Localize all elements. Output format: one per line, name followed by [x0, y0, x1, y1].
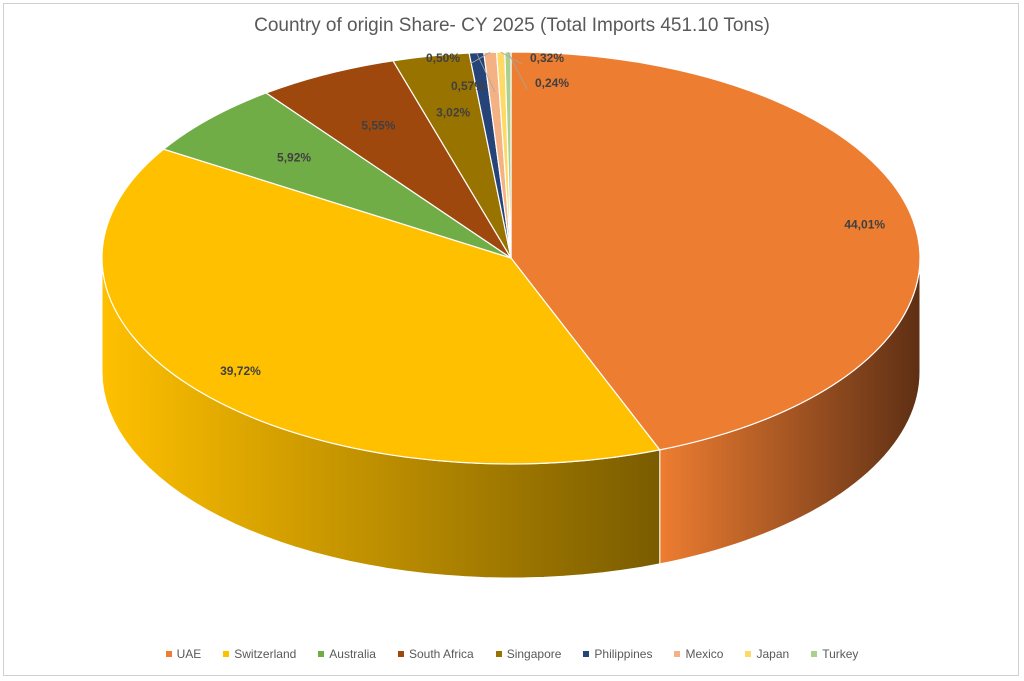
legend-item-philippines: Philippines — [583, 647, 652, 661]
legend-item-turkey: Turkey — [811, 647, 858, 661]
pie-slice-turkey — [504, 51, 512, 259]
legend-label: Turkey — [822, 647, 859, 661]
data-label-philippines: 0,57% — [451, 79, 485, 93]
legend-swatch — [674, 651, 681, 657]
legend-label: Australia — [329, 647, 376, 661]
legend-swatch — [318, 651, 325, 657]
legend-label: Mexico — [685, 647, 724, 661]
legend-label: Japan — [756, 647, 790, 661]
pie-slices — [101, 51, 921, 465]
legend-swatch — [223, 651, 230, 657]
legend-swatch — [397, 651, 404, 657]
data-labels: 44,01% 39,72% 5,92% 5,55% 3,02% 0,57% 0,50% 0,3… — [220, 51, 885, 378]
chart-title: Country of origin Share- CY 2025 (Total … — [254, 15, 770, 36]
data-label-australia: 5,92% — [277, 151, 311, 165]
legend-label: Philippines — [594, 647, 653, 661]
leader-line — [469, 51, 491, 65]
legend-swatch — [811, 651, 818, 657]
data-label-uae: 44,01% — [844, 217, 885, 231]
legend-item-uae: UAE — [165, 647, 202, 661]
legend-item-singapore: Singapore — [495, 647, 562, 661]
legend-item-japan: Japan — [745, 647, 789, 661]
legend-label: Singapore — [506, 647, 562, 661]
legend-item-switzerland: Switzerland — [223, 647, 296, 661]
legend-item-south-africa: South Africa — [397, 647, 474, 661]
legend-label: UAE — [176, 647, 202, 661]
data-label-turkey: 0,24% — [535, 76, 569, 90]
legend-swatch — [495, 651, 502, 657]
legend-label: South Africa — [408, 647, 474, 661]
legend-swatch — [745, 651, 752, 657]
legend-swatch — [583, 651, 590, 657]
pie-slice-australia — [162, 92, 512, 259]
data-label-switzerland: 39,72% — [220, 364, 261, 378]
data-label-japan: 0,32% — [530, 51, 564, 65]
legend-item-mexico: Mexico — [674, 647, 723, 661]
pie-slice-uae — [510, 51, 921, 451]
legend-item-australia: Australia — [318, 647, 376, 661]
pie-slice-switzerland — [101, 148, 661, 465]
pie-slice-south-africa — [264, 60, 512, 259]
data-label-mexico: 0,50% — [426, 51, 460, 65]
data-label-south-africa: 5,55% — [361, 119, 395, 133]
leader-line — [507, 51, 528, 90]
leader-line — [476, 52, 496, 93]
data-label-singapore: 3,02% — [436, 106, 470, 120]
legend: UAE Switzerland Australia South Africa Singa… — [0, 647, 1024, 661]
legend-swatch — [165, 651, 172, 657]
legend-label: Switzerland — [234, 647, 297, 661]
